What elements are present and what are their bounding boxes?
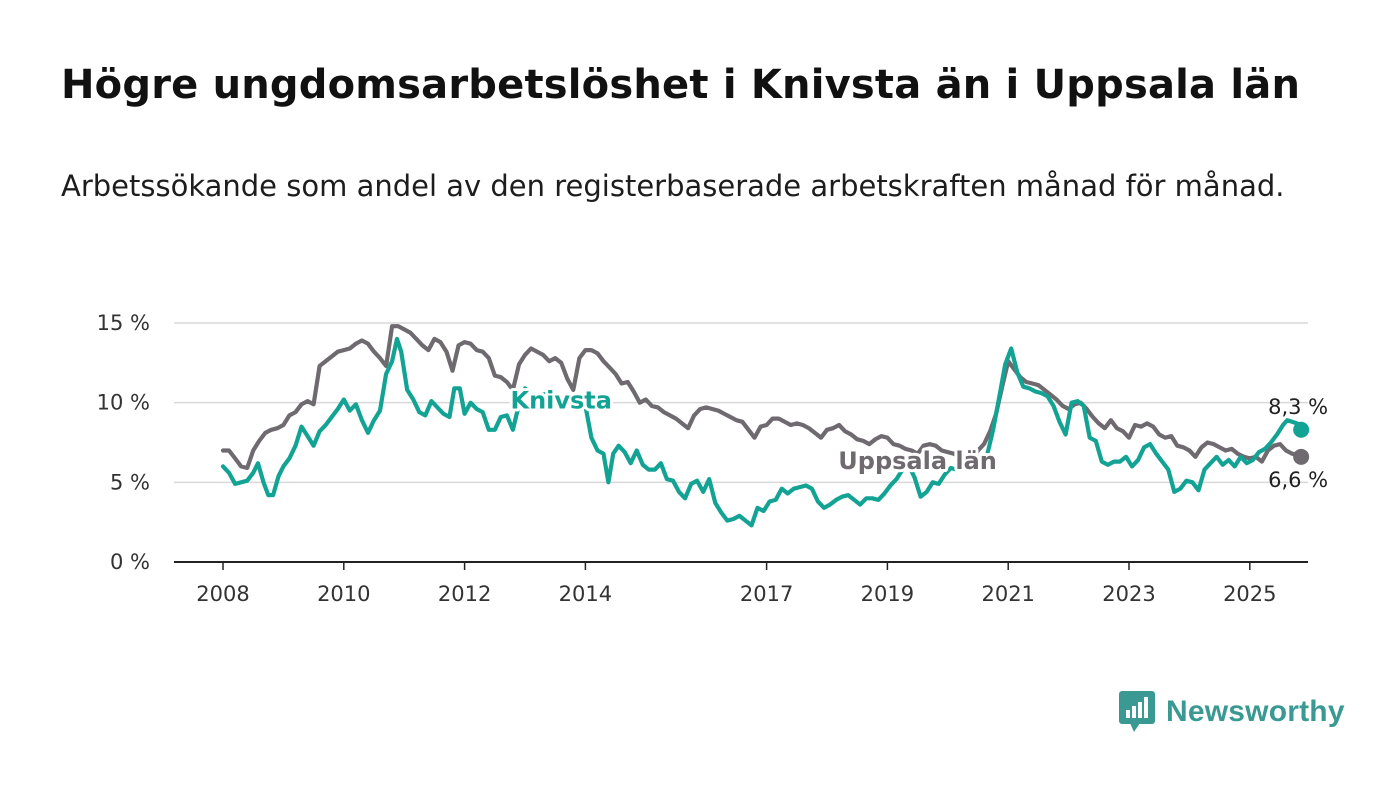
- chart-subtitle: Arbetssökande som andel av den registerb…: [61, 169, 1285, 203]
- series-end-point: [1293, 448, 1310, 465]
- series-labels: 8,3 % 6,6 % Knivsta Uppsala län: [507, 383, 1328, 492]
- series-lines: [220, 324, 1310, 528]
- y-tick-label: 5 %: [110, 470, 150, 494]
- x-tick-label: 2012: [438, 582, 491, 606]
- series-line-uppsala: [220, 324, 1304, 471]
- x-axis: 2008 2010 2012 2014 2017 2019 2021 2023 2025: [174, 561, 1308, 606]
- x-tick-label: 2021: [981, 582, 1034, 606]
- x-tick-label: 2014: [559, 582, 612, 606]
- y-tick-label: 10 %: [97, 391, 150, 415]
- y-axis-ticks: 0 % 5 % 10 % 15 %: [97, 311, 150, 574]
- series-end-label: 6,6 %: [1268, 468, 1328, 492]
- x-tick-label: 2008: [196, 582, 249, 606]
- series-line-knivsta: [220, 336, 1304, 528]
- x-tick-label: 2025: [1223, 582, 1276, 606]
- gridlines: [174, 322, 1308, 484]
- x-tick-label: 2019: [861, 582, 914, 606]
- brand-name: Newsworthy: [1166, 695, 1345, 728]
- bar-chart-speech-bubble-icon: [1119, 691, 1155, 732]
- series-end-point: [1293, 421, 1310, 438]
- x-tick-label: 2017: [740, 582, 793, 606]
- x-tick-label: 2010: [317, 582, 370, 606]
- chart-title: Högre ungdomsarbetslöshet i Knivsta än i…: [61, 62, 1301, 108]
- y-tick-label: 15 %: [97, 311, 150, 335]
- series-name-label: Knivsta: [510, 386, 612, 414]
- x-tick-label: 2023: [1102, 582, 1155, 606]
- series-end-label: 8,3 %: [1268, 395, 1328, 419]
- brand-logo: Newsworthy: [1118, 690, 1345, 734]
- series-name-label: Uppsala län: [838, 447, 997, 475]
- y-tick-label: 0 %: [110, 550, 150, 574]
